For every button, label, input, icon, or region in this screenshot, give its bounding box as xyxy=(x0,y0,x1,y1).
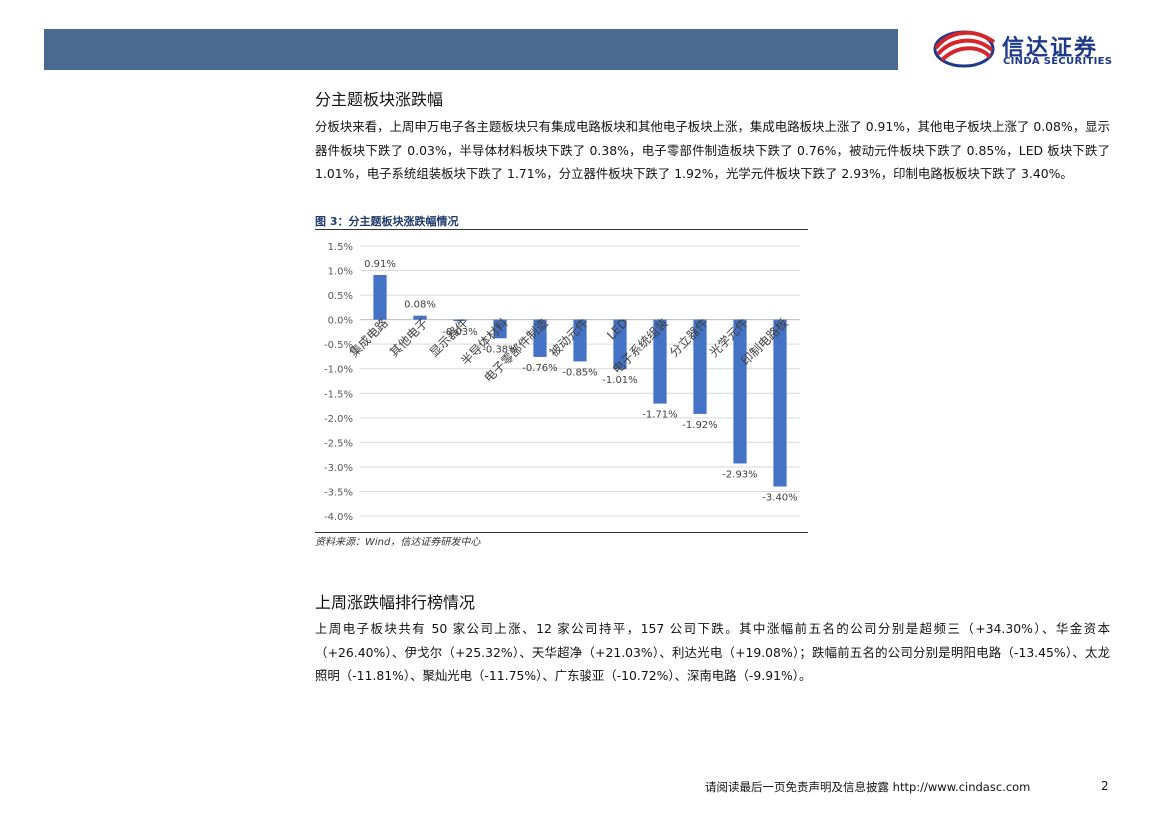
figure-source: 资料来源：Wind，信达证券研发中心 xyxy=(315,537,481,548)
data-label: -1.71% xyxy=(642,410,677,421)
data-label: 0.91% xyxy=(364,259,396,270)
bar xyxy=(373,274,387,320)
y-tick-label: 1.0% xyxy=(328,267,353,278)
data-label: -1.01% xyxy=(602,375,637,386)
data-label: 0.08% xyxy=(404,300,436,311)
figure-top-rule xyxy=(315,229,808,230)
footer-disclaimer: 请阅读最后一页免责声明及信息披露 http://www.cindasc.com xyxy=(705,780,1031,794)
y-tick-label: -3.5% xyxy=(324,487,353,498)
y-tick-label: 0.0% xyxy=(328,316,353,327)
y-tick-label: -0.5% xyxy=(324,340,353,351)
bar xyxy=(773,319,787,487)
bar xyxy=(653,319,667,404)
logo-mark-icon xyxy=(933,30,996,68)
logo-chinese-name: 信达证券 xyxy=(1002,36,1099,61)
section-title-theme-performance: 分主题板块涨跌幅 xyxy=(315,90,444,109)
figure-bottom-rule xyxy=(315,532,808,533)
bar xyxy=(533,319,547,357)
y-tick-label: -4.0% xyxy=(324,512,353,523)
theme-performance-bar-chart: 1.5% 1.0% 0.5% 0.0% -0.5% -1.0% -1.5% -2.0% -2.5… xyxy=(324,242,800,523)
theme-performance-paragraph: 分板块来看，上周申万电子各主题板块只有集成电路板块和其他电子板块上涨，集成电路板… xyxy=(315,119,1110,181)
y-tick-label: -1.0% xyxy=(324,365,353,376)
bar xyxy=(733,319,747,464)
y-tick-label: -1.5% xyxy=(324,389,353,400)
data-label: -0.38% xyxy=(482,344,517,355)
y-tick-label: -2.5% xyxy=(324,438,353,449)
bar xyxy=(453,319,467,322)
category-label: 其他电子 xyxy=(387,316,431,360)
logo-english-name: CINDA SECURITIES xyxy=(1003,56,1113,67)
bar xyxy=(413,315,427,320)
data-label: -0.03% xyxy=(442,327,477,338)
bar xyxy=(613,319,627,370)
y-tick-label: 0.5% xyxy=(328,291,353,302)
y-tick-label: -3.0% xyxy=(324,463,353,474)
data-label: -3.40% xyxy=(762,493,797,504)
section-title-ranking: 上周涨跌幅排行榜情况 xyxy=(315,593,476,612)
header-bar xyxy=(44,29,898,70)
data-label: -0.76% xyxy=(522,363,557,374)
data-label: -1.92% xyxy=(682,420,717,431)
figure-title: 图 3：分主题板块涨跌幅情况 xyxy=(315,215,459,228)
bar xyxy=(493,319,507,339)
ranking-paragraph: 上周电子板块共有 50 家公司上涨、12 家公司持平，157 公司下跌。其中涨幅… xyxy=(315,621,1110,683)
bar xyxy=(573,319,587,362)
company-logo: 信达证券 CINDA SECURITIES xyxy=(930,26,1130,74)
bar xyxy=(693,319,707,414)
data-label: -2.93% xyxy=(722,469,757,480)
page-number: 2 xyxy=(1101,779,1109,793)
data-label: -0.85% xyxy=(562,367,597,378)
y-tick-label: 1.5% xyxy=(328,242,353,253)
y-tick-label: -2.0% xyxy=(324,414,353,425)
